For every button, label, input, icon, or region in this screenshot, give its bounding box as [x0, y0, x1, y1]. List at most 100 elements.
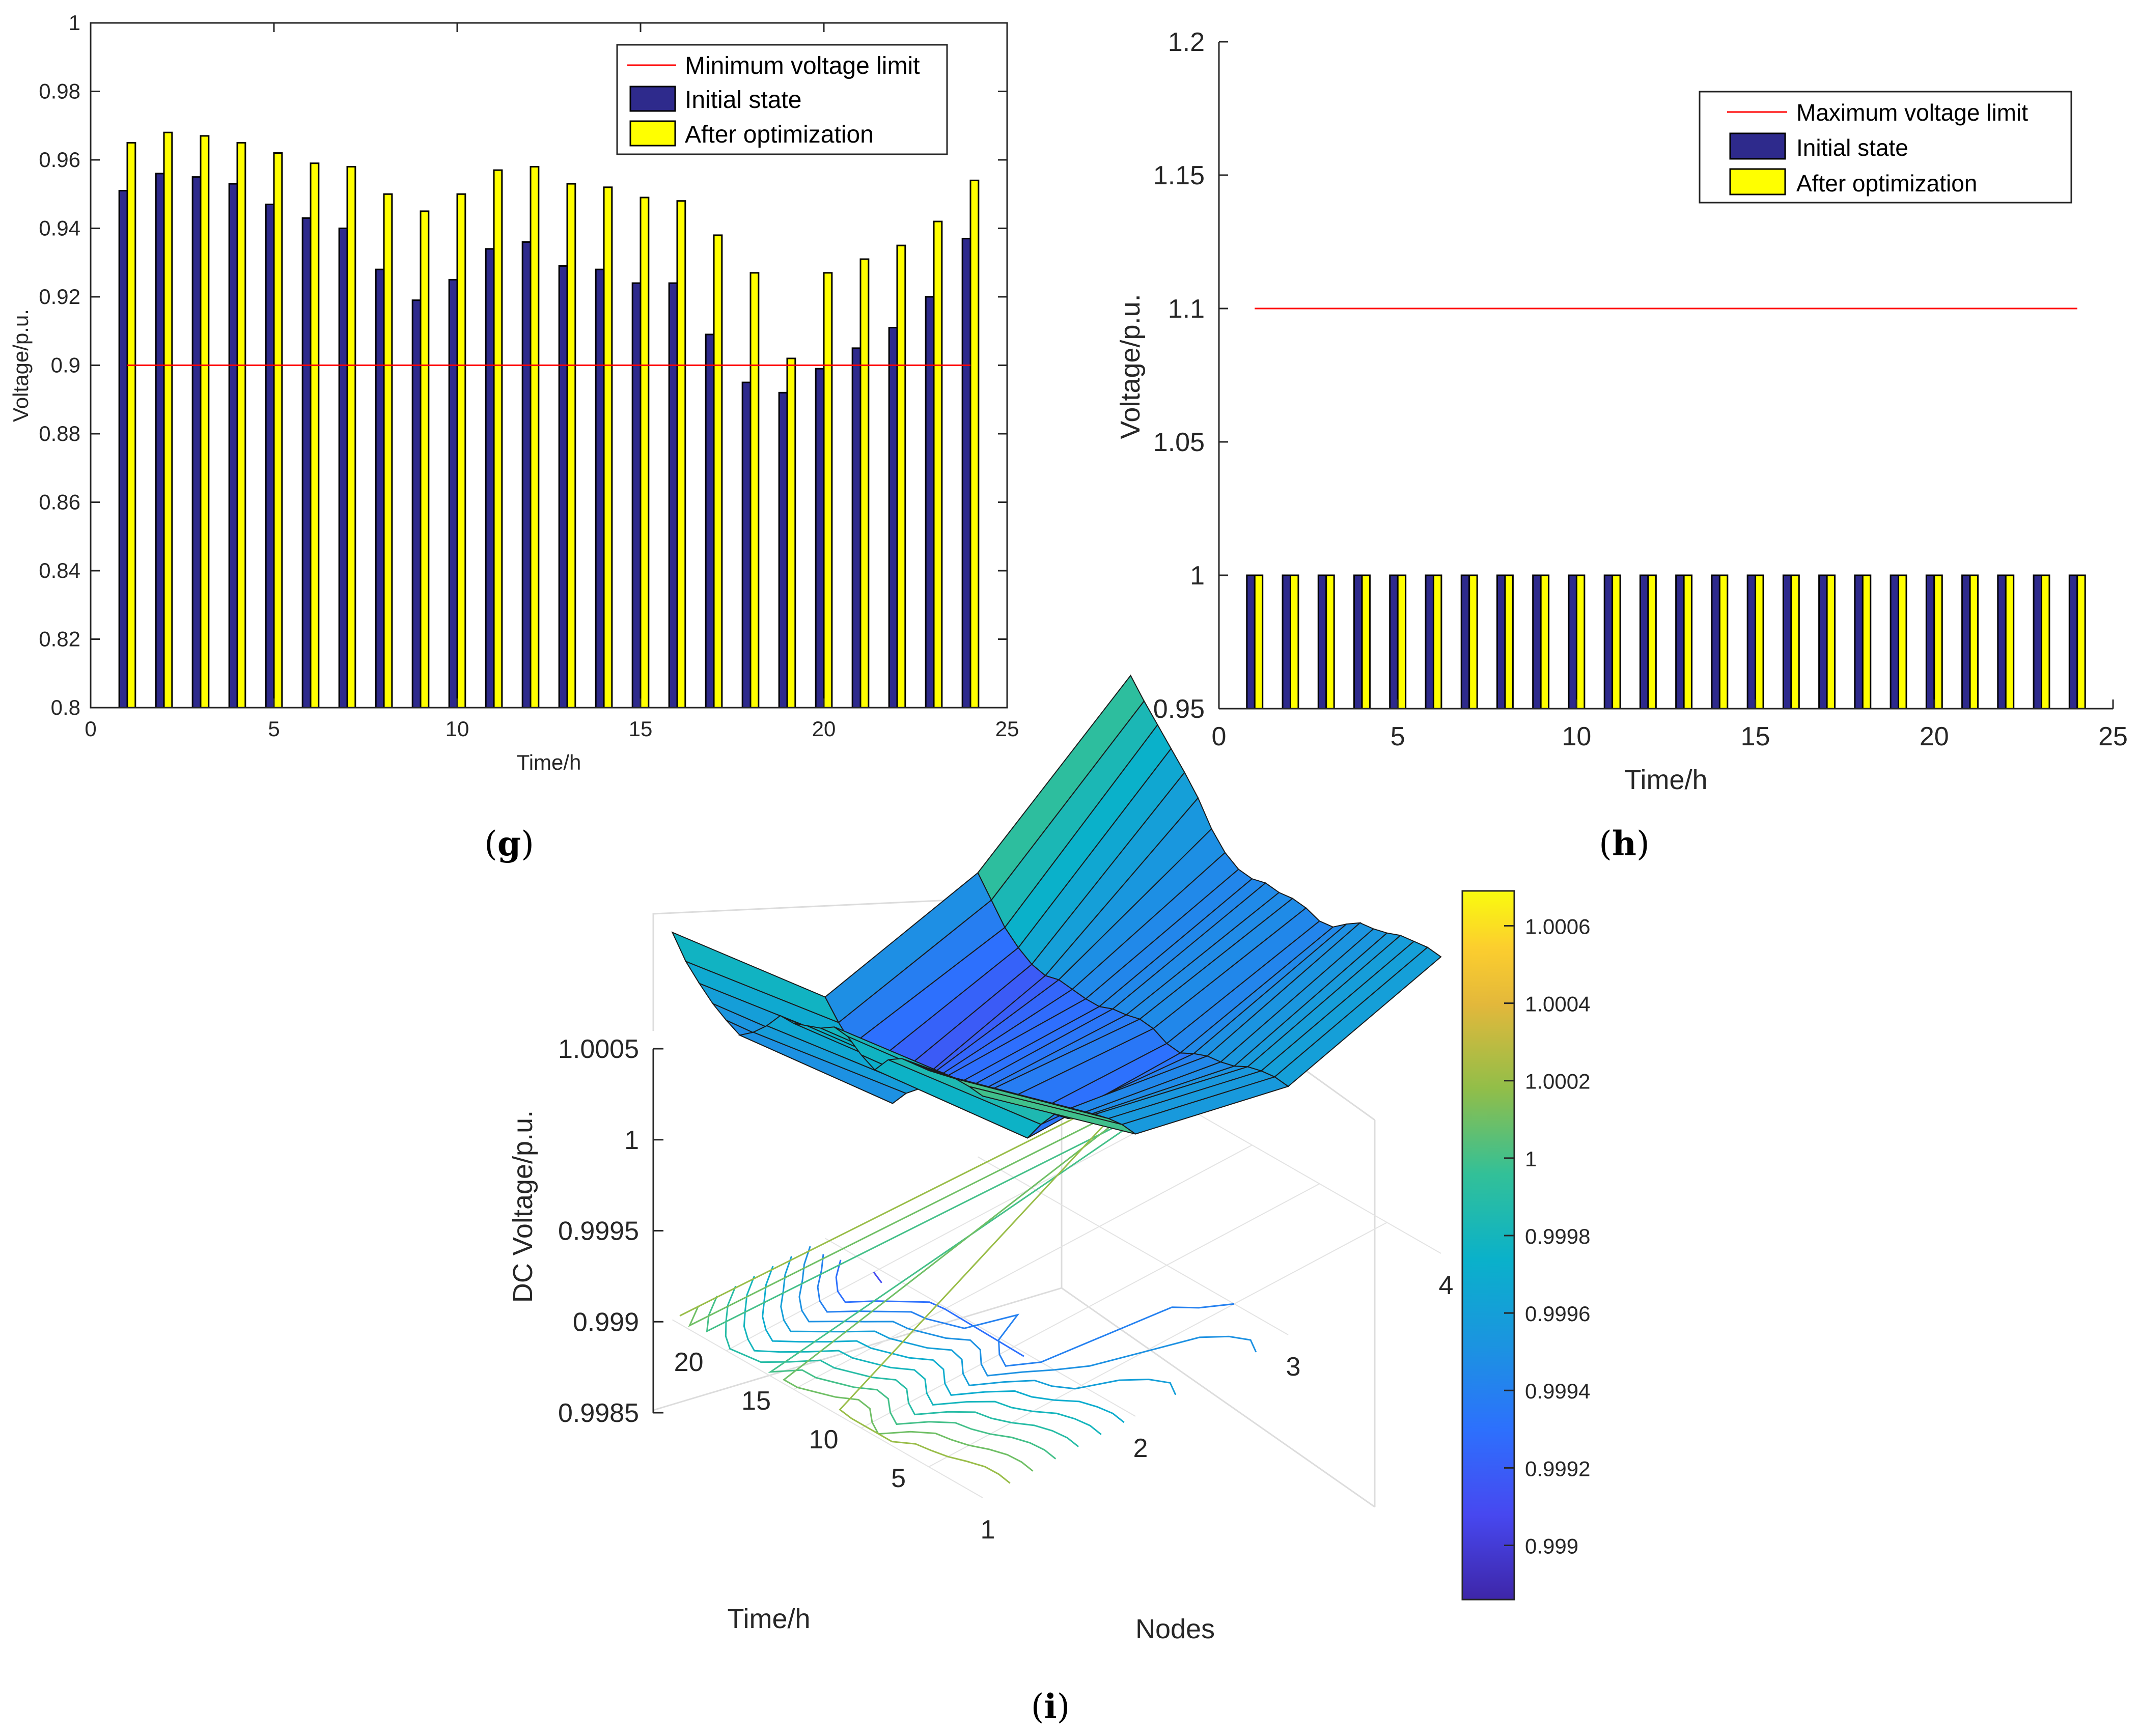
g-bar-optimized-15	[640, 197, 650, 709]
g-bar-optimized-16	[676, 200, 686, 709]
h-bar-initial-8	[1496, 574, 1506, 710]
g-y-tick-label-4: 0.88	[39, 422, 80, 445]
i-panel-label-open: (	[1031, 1687, 1044, 1726]
i-colorbar: 0.999 0.9992 0.9994 0.9996 0.9998 1 1.0002 1.00…	[1461, 890, 1590, 1601]
g-bar-initial-8	[375, 268, 385, 709]
g-x-tick-label-5: 25	[995, 717, 1019, 741]
i-surface	[671, 675, 1442, 1139]
h-bar-optimized-2	[1289, 574, 1299, 710]
i-x-axis-label: Nodes	[1135, 1614, 1215, 1644]
i-y-tick-label-2: 15	[741, 1386, 771, 1416]
g-bar-initial-17	[705, 333, 715, 709]
i-contour-2	[817, 1254, 1235, 1367]
i-y-axis-label: Time/h	[727, 1604, 810, 1634]
h-x-axis-label: Time/h	[1624, 765, 1707, 795]
i-back-wall-left	[652, 894, 1062, 1031]
g-bar-optimized-3	[200, 135, 210, 709]
i-x-tick-label-0: 1	[981, 1515, 995, 1545]
h-x-tick-label-2: 10	[1562, 722, 1591, 751]
i-colorbar-tick-label-3: 0.9996	[1525, 1302, 1590, 1326]
i-floor-grid-time-10	[861, 1183, 1320, 1429]
g-bar-initial-10	[448, 278, 458, 709]
g-bar-optimized-17	[713, 234, 723, 709]
g-x-ticks: 0 5 10 15 20 25	[85, 23, 1019, 741]
h-panel-label-close: )	[1636, 824, 1650, 863]
i-y-tick-label-3: 20	[674, 1348, 704, 1377]
g-bar-optimized-23	[933, 220, 943, 709]
h-bar-optimized-14	[1718, 574, 1729, 710]
h-bar-optimized-3	[1325, 574, 1335, 710]
i-contour-8	[706, 1101, 1165, 1460]
i-surface-patch-1-1	[968, 1086, 1136, 1135]
i-z-tick-label-0: 0.9985	[558, 1398, 639, 1428]
i-contour-10	[679, 1083, 1143, 1484]
i-x-tick-label-2: 3	[1286, 1352, 1301, 1382]
g-bar-optimized-19	[786, 357, 796, 709]
g-bar-initial-9	[411, 299, 422, 709]
g-bar-initial-11	[485, 248, 495, 709]
g-bar-optimized-11	[493, 169, 503, 709]
h-bar-initial-24	[2068, 574, 2078, 710]
h-bar-optimized-18	[1862, 574, 1872, 710]
h-bar-initial-18	[1854, 574, 1864, 710]
g-bar-optimized-12	[530, 165, 540, 709]
g-y-tick-label-2: 0.84	[39, 558, 80, 582]
i-floor-grid-node-3	[978, 1156, 1289, 1335]
g-bar-initial-12	[521, 241, 532, 709]
h-panel-label: (h)	[1599, 824, 1650, 863]
h-x-tick-label-4: 20	[1920, 722, 1949, 751]
g-y-tick-label-5: 0.9	[51, 353, 80, 377]
i-colorbar-tick-label-4: 0.9998	[1525, 1224, 1590, 1248]
g-bar-optimized-7	[346, 165, 356, 709]
h-legend: Maximum voltage limit Initial state Afte…	[1699, 91, 2072, 204]
i-panel-label: (i)	[1031, 1687, 1070, 1726]
g-bar-optimized-20	[823, 272, 833, 709]
h-y-tick-label-0: 0.95	[1153, 694, 1205, 724]
h-bar-optimized-9	[1540, 574, 1550, 710]
i-colorbar-ticks: 0.999 0.9992 0.9994 0.9996 0.9998 1 1.0002 1.00…	[1504, 914, 1590, 1558]
g-bar-optimized-14	[603, 186, 613, 709]
i-contour-3	[798, 1246, 1257, 1377]
i-panel-label-close: )	[1057, 1687, 1070, 1726]
h-bars	[1246, 307, 2086, 710]
h-bar-optimized-16	[1790, 574, 1800, 710]
h-x-tick-label-5: 25	[2098, 722, 2128, 751]
h-bar-optimized-7	[1468, 574, 1478, 710]
h-bar-initial-16	[1782, 574, 1792, 710]
g-legend: Minimum voltage limit Initial state Afte…	[616, 44, 948, 155]
h-bar-initial-5	[1389, 574, 1399, 710]
h-bar-optimized-10	[1575, 574, 1586, 710]
h-panel-label-letter: h	[1612, 824, 1636, 863]
h-bar-optimized-22	[2005, 574, 2015, 710]
g-bar-optimized-21	[859, 258, 870, 709]
h-y-tick-label-1: 1	[1190, 561, 1205, 591]
g-bar-initial-23	[925, 296, 935, 709]
i-colorbar-fill	[1461, 890, 1515, 1601]
i-contour-6	[743, 1275, 1102, 1435]
g-x-tick-label-0: 0	[85, 717, 96, 741]
i-floor-grid-time-15	[793, 1144, 1253, 1390]
g-panel-label-close: )	[521, 824, 534, 863]
i-colorbar-tick-label-0: 0.999	[1525, 1534, 1578, 1558]
i-contour-5	[762, 1266, 1125, 1423]
h-bar-initial-4	[1353, 574, 1363, 710]
g-panel-label: (g)	[484, 824, 534, 863]
h-bar-optimized-19	[1898, 574, 1907, 710]
h-bar-initial-3	[1317, 574, 1327, 710]
h-legend-label-optimized: After optimization	[1796, 170, 1977, 197]
g-y-tick-label-10: 1	[69, 11, 80, 35]
h-x-tick-label-3: 15	[1741, 722, 1770, 751]
g-bar-initial-21	[851, 347, 862, 709]
g-y-tick-label-1: 0.82	[39, 627, 80, 651]
i-ticks: 1 2 3 4 5 10 15 20 0.9985 0.999 0.9995 1 1.0005	[558, 1034, 1454, 1545]
h-bar-initial-2	[1282, 574, 1291, 710]
g-x-tick-label-4: 20	[812, 717, 836, 741]
h-bar-initial-20	[1925, 574, 1935, 710]
i-floor-grid-time-20	[726, 1106, 1185, 1352]
g-bar-optimized-6	[310, 162, 320, 709]
h-panel-label-open: (	[1599, 824, 1612, 863]
i-z-tick-label-2: 0.9995	[558, 1217, 639, 1246]
h-bar-initial-9	[1532, 574, 1542, 710]
h-bar-initial-13	[1675, 574, 1685, 710]
